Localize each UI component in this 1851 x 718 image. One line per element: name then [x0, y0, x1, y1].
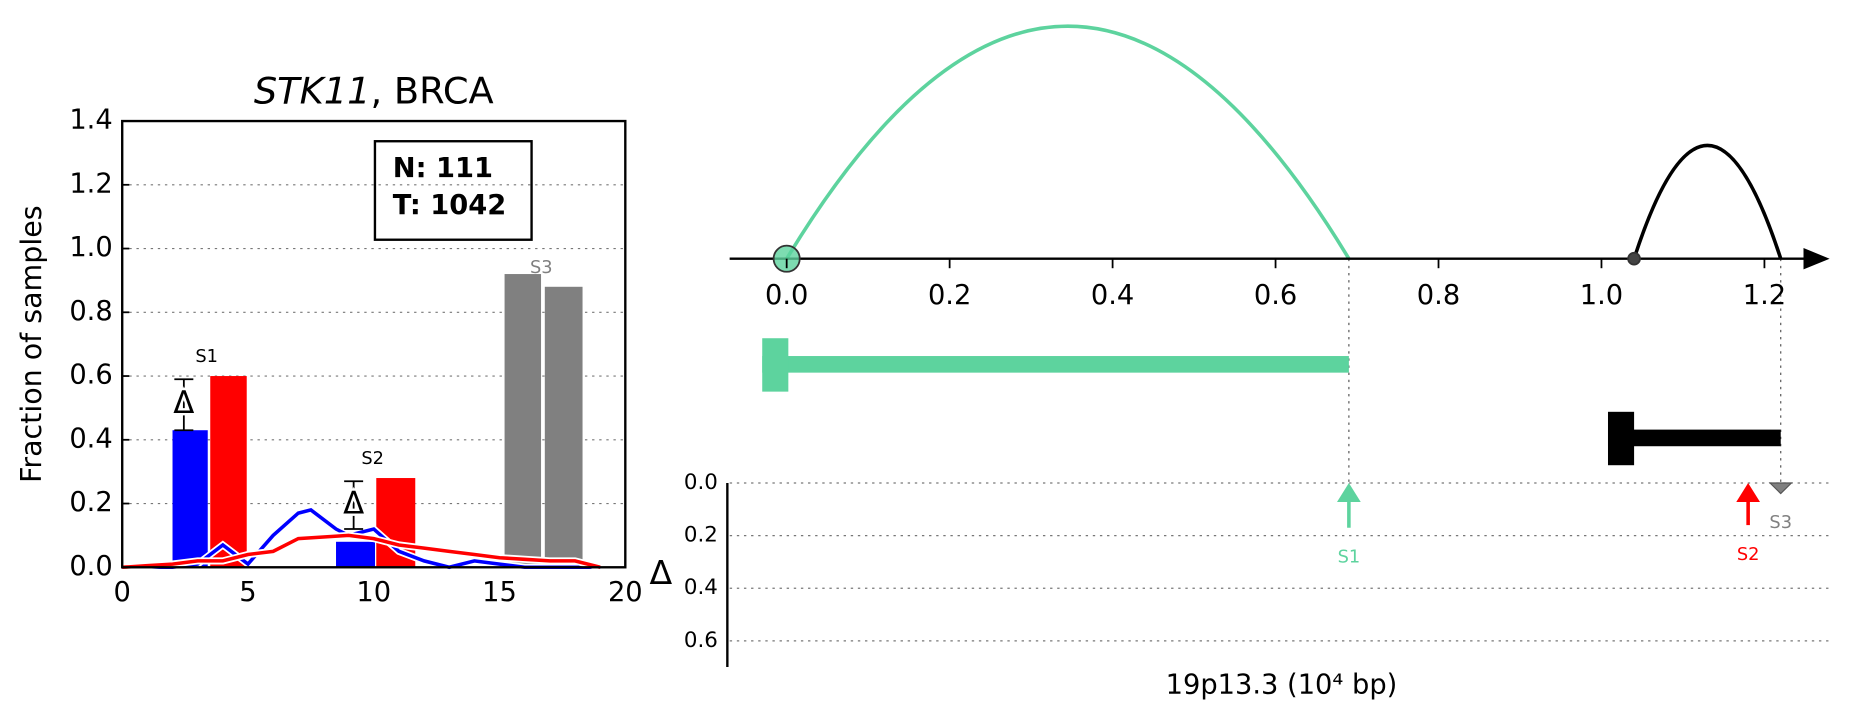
delta-triangle	[1768, 482, 1793, 495]
title-gene: STK11	[254, 69, 371, 112]
x-tick-label: 10	[356, 577, 391, 608]
bar	[172, 430, 208, 568]
x-tick-label: 1.2	[1743, 280, 1786, 311]
delta-tick-label: 0.6	[684, 628, 718, 653]
marker-label: S2	[1737, 544, 1760, 565]
x-axis-label: 19p13.3 (10⁴ bp)	[1166, 669, 1398, 700]
chart-title: STK11, BRCA	[254, 69, 494, 112]
delta-arrow-head	[1337, 483, 1361, 503]
bar	[504, 274, 542, 568]
arc	[785, 24, 1351, 260]
y-tick-label: 1.4	[69, 105, 112, 136]
gene-body	[762, 356, 1349, 373]
delta-symbol: Δ	[343, 486, 364, 522]
title-rest: , BRCA	[371, 69, 494, 112]
info-n: N: 111	[393, 153, 493, 184]
y-axis-label: Fraction of samples	[15, 205, 48, 483]
info-box	[373, 140, 533, 241]
x-tick-label: 5	[239, 577, 256, 608]
marker-label: S1	[1338, 546, 1361, 567]
delta-tick-label: 0.2	[684, 523, 718, 548]
x-tick-label: 0	[114, 577, 131, 608]
bar-label: S2	[361, 448, 384, 469]
bar-label: S1	[195, 346, 218, 367]
x-tick-label: 0.8	[1417, 280, 1460, 311]
delta-tick-label: 0.0	[684, 470, 718, 495]
plot-frame	[121, 119, 627, 569]
y-tick-label: 0.8	[69, 296, 112, 327]
x-tick-label: 0.4	[1091, 280, 1134, 311]
x-tick-label: 0.6	[1254, 280, 1297, 311]
bar	[336, 541, 376, 568]
x-tick-label: 20	[608, 577, 643, 608]
gene-start	[1607, 411, 1635, 466]
bar	[210, 376, 247, 568]
x-axis-arrow	[1803, 248, 1830, 270]
y-tick-label: 0.4	[69, 423, 112, 454]
x-tick-label: 1.0	[1580, 280, 1623, 311]
arc-start	[1627, 251, 1641, 266]
info-t: T: 1042	[393, 190, 506, 221]
delta-axis-label: Δ	[650, 553, 673, 592]
y-tick-label: 1.2	[69, 168, 112, 199]
x-tick-label: 0.2	[928, 280, 971, 311]
delta-arrow-head	[1736, 483, 1760, 503]
marker-label: S3	[1769, 512, 1792, 533]
gene-start	[762, 338, 789, 392]
arc-start	[772, 244, 801, 273]
x-tick-label: 0.0	[765, 280, 808, 311]
bar	[544, 286, 583, 568]
delta-symbol: Δ	[173, 385, 194, 421]
delta-tick-label: 0.4	[684, 575, 718, 600]
x-tick-label: 15	[482, 577, 517, 608]
y-tick-label: 1.0	[69, 232, 112, 263]
bar-label: S3	[530, 257, 553, 278]
arc	[1632, 143, 1783, 260]
y-tick-label: 0.6	[69, 360, 112, 391]
gene-body	[1607, 429, 1781, 447]
y-tick-label: 0.0	[69, 551, 112, 582]
line	[122, 533, 601, 570]
y-tick-label: 0.2	[69, 487, 112, 518]
